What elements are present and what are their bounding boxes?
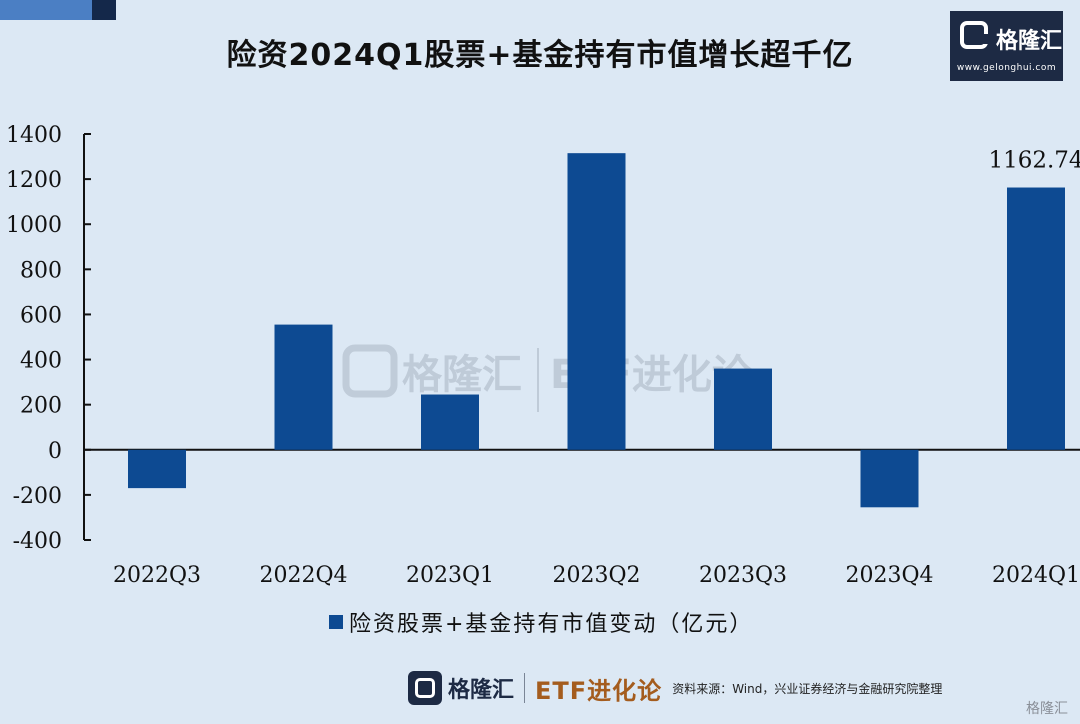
footer: 格隆汇 ETF进化论 资料来源：Wind，兴业证券经济与金融研究院整理 xyxy=(408,671,942,705)
logo-name: 格隆汇 xyxy=(996,29,1063,54)
footer-brand: 格隆汇 xyxy=(448,678,515,703)
watermark-logo-icon xyxy=(342,344,398,398)
x-tick-label: 2023Q2 xyxy=(552,563,640,588)
y-tick-label: 800 xyxy=(20,258,62,283)
y-tick-label: 600 xyxy=(20,303,62,328)
bar xyxy=(567,153,626,450)
y-tick-label: 1400 xyxy=(6,123,62,148)
y-tick-label: 0 xyxy=(48,439,62,464)
y-tick-label: -200 xyxy=(13,484,62,509)
axes: 1400 1200 1000 800 600 400 200 0 -200 -400 xyxy=(6,123,1080,554)
y-tick-label: 1200 xyxy=(6,168,62,193)
x-tick-label: 2022Q3 xyxy=(113,563,201,588)
corner-watermark: 格隆汇 xyxy=(1026,701,1068,717)
x-tick-label: 2023Q4 xyxy=(845,563,933,588)
bar xyxy=(714,368,772,450)
y-tick-label: 1000 xyxy=(6,213,62,238)
x-tick-label: 2022Q4 xyxy=(259,563,347,588)
logo-url: www.gelonghui.com xyxy=(956,63,1057,73)
labels: 2022Q3 2022Q4 2023Q1 2023Q2 2023Q3 2023Q4 2024… xyxy=(113,148,1080,588)
y-tick-label: -400 xyxy=(13,529,62,554)
y-tick-label: 200 xyxy=(20,394,62,419)
bar xyxy=(860,449,919,508)
legend: 险资股票+基金持有市值变动（亿元） xyxy=(329,612,753,637)
brand-logo: 格隆汇 www.gelonghui.com xyxy=(950,11,1063,81)
bar xyxy=(274,324,333,450)
bar xyxy=(421,394,479,450)
footer-separator xyxy=(524,673,526,703)
x-tick-label: 2023Q3 xyxy=(699,563,787,588)
chart-title: 险资2024Q1股票+基金持有市值增长超千亿 xyxy=(226,38,854,73)
footer-product: ETF进化论 xyxy=(535,676,663,705)
x-tick-label: 2024Q1 xyxy=(992,563,1080,588)
bars xyxy=(128,153,1065,508)
corner-decoration xyxy=(0,0,116,20)
legend-swatch xyxy=(329,615,343,629)
watermark: 格隆汇 ETF进化论 xyxy=(342,344,753,412)
footer-logo-icon xyxy=(408,671,442,705)
x-tick-label: 2023Q1 xyxy=(406,563,494,588)
data-label: 1162.74 xyxy=(988,148,1080,174)
corner-block-blue xyxy=(0,0,92,20)
bar xyxy=(128,449,186,489)
legend-label: 险资股票+基金持有市值变动（亿元） xyxy=(349,612,753,637)
corner-block-navy xyxy=(92,0,116,20)
y-tick-label: 400 xyxy=(20,349,62,374)
logo-g-icon xyxy=(960,21,988,49)
watermark-brand: 格隆汇 xyxy=(402,352,522,398)
footer-source: 资料来源：Wind，兴业证券经济与金融研究院整理 xyxy=(672,681,943,696)
bar xyxy=(1007,187,1065,450)
